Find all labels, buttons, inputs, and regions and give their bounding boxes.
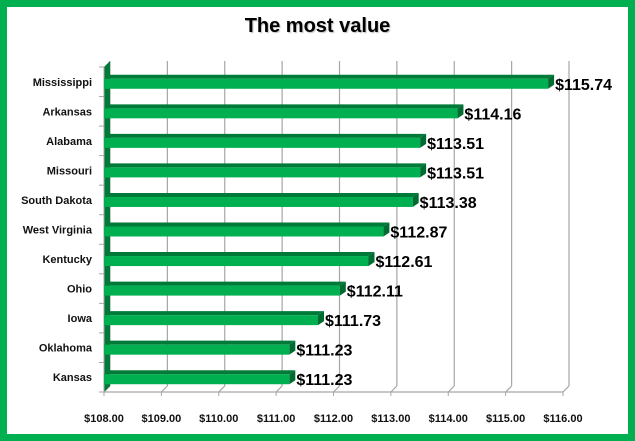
- x-tick-label: $108.00: [84, 413, 124, 425]
- value-label: $111.23: [296, 343, 352, 360]
- category-label: Arkansas: [42, 106, 92, 118]
- bar-top: [104, 74, 555, 79]
- category-label: Oklahoma: [39, 343, 93, 355]
- bar-top: [104, 340, 296, 345]
- x-tick-label: $114.00: [429, 413, 468, 425]
- bar-end: [289, 340, 296, 355]
- bar-end: [383, 222, 390, 237]
- bar: [104, 196, 413, 207]
- x-tick-label: $113.00: [371, 413, 410, 425]
- bar-end: [289, 370, 296, 385]
- bar: [104, 374, 290, 385]
- value-label: $112.87: [390, 225, 447, 242]
- bar: [104, 137, 421, 148]
- category-label: South Dakota: [21, 195, 93, 207]
- floor-gridline: [275, 385, 283, 393]
- bar-top: [104, 311, 325, 316]
- x-tick-label: $112.00: [314, 413, 353, 425]
- bar-top: [104, 222, 390, 227]
- value-label: $115.74: [555, 77, 612, 94]
- category-label: Iowa: [68, 313, 93, 325]
- bar: [104, 285, 340, 296]
- bar-end: [457, 104, 464, 119]
- value-label: $112.61: [375, 254, 432, 271]
- category-label: West Virginia: [23, 225, 93, 237]
- bar: [104, 78, 549, 89]
- category-label: Missouri: [47, 165, 92, 177]
- x-tick-label: $111.00: [257, 413, 296, 425]
- bar: [104, 108, 458, 119]
- category-label: Kentucky: [42, 254, 92, 266]
- bar-end: [412, 192, 419, 207]
- bar-top: [104, 370, 296, 375]
- bar-end: [339, 281, 346, 296]
- value-label: $112.11: [347, 284, 403, 301]
- value-label: $113.51: [427, 165, 484, 182]
- floor-gridline: [562, 385, 570, 393]
- floor-gridline: [505, 385, 513, 393]
- bar-end: [420, 133, 427, 148]
- x-tick-label: $110.00: [199, 413, 238, 425]
- floor-gridline: [333, 385, 340, 393]
- category-label: Ohio: [67, 284, 92, 296]
- bar-end: [548, 74, 555, 89]
- x-tick-label: $116.00: [543, 413, 582, 425]
- floor-gridline: [160, 385, 168, 393]
- floor-gridline: [390, 385, 398, 393]
- value-label: $111.23: [296, 372, 352, 389]
- floor-gridline: [218, 385, 226, 393]
- bar: [104, 167, 421, 178]
- bar-top: [104, 252, 375, 257]
- bar-top: [104, 192, 419, 197]
- category-label: Alabama: [46, 136, 93, 148]
- value-label: $111.73: [325, 313, 381, 330]
- bar-top: [104, 281, 346, 286]
- floor-gridline: [447, 385, 455, 393]
- value-label: $113.38: [420, 195, 477, 212]
- value-label: $114.16: [464, 106, 521, 123]
- bar: [104, 315, 319, 326]
- bar: [104, 256, 369, 267]
- bar-top: [104, 104, 464, 109]
- bar-end: [368, 252, 375, 267]
- bar: [104, 226, 384, 237]
- bar-end: [318, 311, 325, 326]
- bar-end: [420, 163, 427, 178]
- category-label: Kansas: [53, 372, 92, 384]
- category-label: Mississippi: [33, 77, 92, 89]
- chart-title: The most value: [244, 15, 391, 37]
- x-tick-label: $109.00: [141, 413, 181, 425]
- x-tick-label: $115.00: [486, 413, 525, 425]
- bar-top: [104, 133, 427, 138]
- bar-top: [104, 163, 427, 168]
- value-label: $113.51: [427, 136, 484, 153]
- bar: [104, 344, 290, 355]
